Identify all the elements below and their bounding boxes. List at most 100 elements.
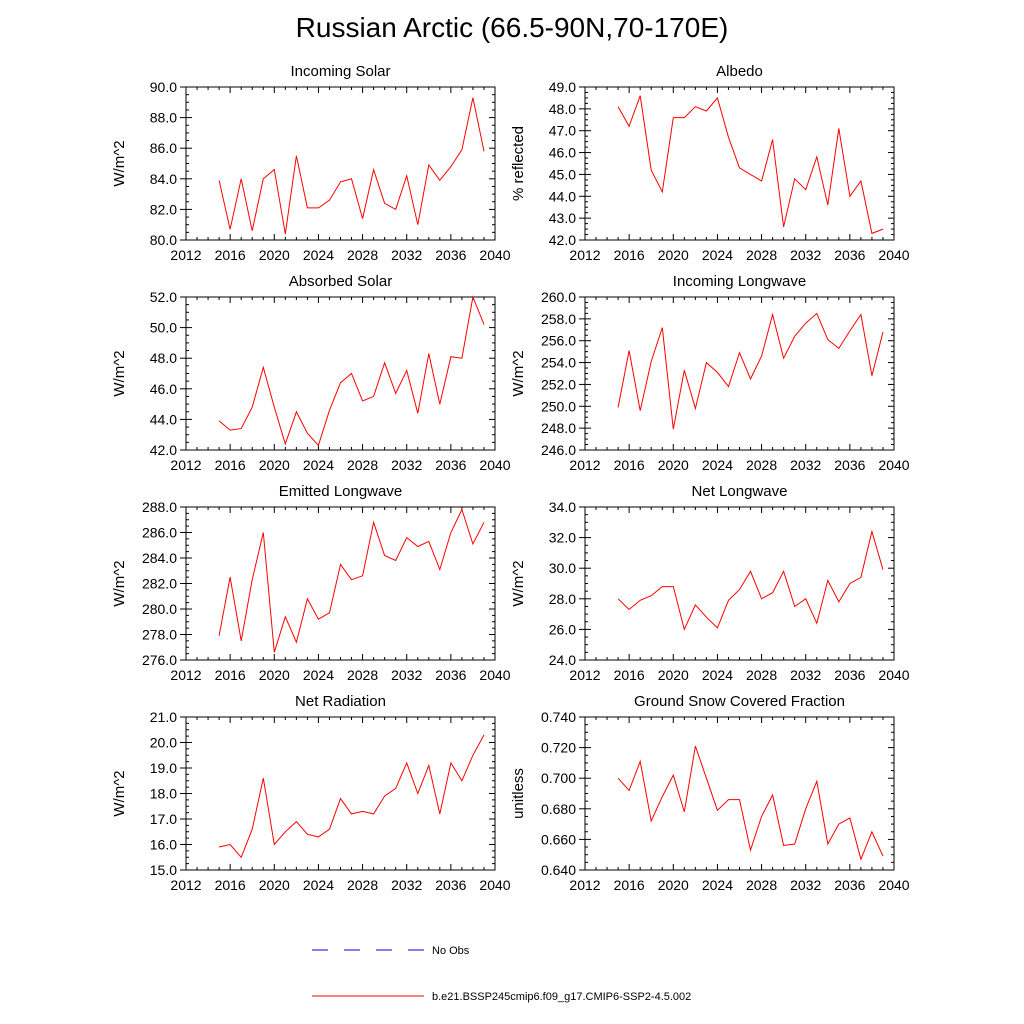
y-tick-label: 44.0 (150, 411, 177, 427)
x-tick-label: 2016 (614, 877, 645, 893)
y-tick-label: 48.0 (549, 101, 576, 117)
y-tick-label: 46.0 (150, 381, 177, 397)
y-tick-label: 47.0 (549, 123, 576, 139)
x-tick-label: 2020 (658, 877, 689, 893)
x-tick-label: 2012 (569, 247, 600, 263)
y-axis-label: W/m^2 (111, 560, 128, 606)
y-tick-label: 42.0 (549, 232, 576, 248)
y-tick-label: 32.0 (549, 530, 576, 546)
y-tick-label: 250.0 (541, 398, 576, 414)
y-tick-label: 49.0 (549, 79, 576, 95)
x-tick-label: 2040 (479, 877, 510, 893)
y-tick-label: 256.0 (541, 333, 576, 349)
panel-title: Ground Snow Covered Fraction (634, 693, 845, 710)
y-tick-label: 280.0 (142, 601, 177, 617)
y-tick-label: 15.0 (150, 862, 177, 878)
panel-6: 2012 2016 2020 2024 2028 2032 2036 2040 15.0 16.0… (111, 693, 511, 893)
y-tick-label: 254.0 (541, 355, 576, 371)
y-axis-label: W/m^2 (510, 350, 527, 396)
x-tick-label: 2040 (479, 247, 510, 263)
y-tick-label: 80.0 (150, 232, 177, 248)
series-line (218, 295, 485, 447)
y-tick-label: 45.0 (549, 166, 576, 182)
y-tick-label: 88.0 (150, 110, 177, 126)
y-tick-label: 288.0 (142, 499, 177, 515)
plot-frame (584, 296, 895, 451)
series-line (218, 97, 485, 234)
x-tick-label: 2024 (303, 457, 334, 473)
series-line (218, 508, 485, 653)
x-tick-label: 2028 (746, 457, 777, 473)
x-tick-label: 2020 (259, 667, 290, 683)
x-tick-label: 2028 (347, 247, 378, 263)
x-tick-label: 2040 (878, 457, 909, 473)
panel-title: Albedo (716, 63, 763, 80)
plot-frame (185, 296, 496, 451)
series-line (218, 734, 485, 859)
y-tick-label: 260.0 (541, 289, 576, 305)
y-axis-label: W/m^2 (111, 350, 128, 396)
x-tick-label: 2016 (614, 667, 645, 683)
y-tick-label: 24.0 (549, 652, 576, 668)
y-tick-label: 0.660 (541, 831, 576, 847)
y-tick-label: 252.0 (541, 376, 576, 392)
y-tick-label: 282.0 (142, 576, 177, 592)
panel-5: 2012 2016 2020 2024 2028 2032 2036 2040 24.0 26.0… (510, 483, 910, 683)
x-tick-label: 2040 (479, 457, 510, 473)
x-tick-label: 2040 (878, 667, 909, 683)
x-tick-label: 2032 (391, 877, 422, 893)
x-tick-label: 2028 (347, 877, 378, 893)
x-tick-label: 2020 (259, 247, 290, 263)
y-axis-label: unitless (510, 768, 527, 819)
y-tick-label: 42.0 (150, 442, 177, 458)
x-tick-label: 2032 (790, 877, 821, 893)
y-tick-label: 50.0 (150, 320, 177, 336)
panel-7: 2012 2016 2020 2024 2028 2032 2036 2040 0.640 0.6… (510, 693, 910, 893)
x-tick-label: 2012 (569, 457, 600, 473)
x-tick-label: 2012 (170, 247, 201, 263)
y-tick-label: 86.0 (150, 140, 177, 156)
series-line (617, 745, 884, 861)
x-tick-label: 2028 (347, 457, 378, 473)
panel-title: Incoming Solar (290, 63, 390, 80)
x-tick-label: 2028 (347, 667, 378, 683)
y-tick-label: 52.0 (150, 289, 177, 305)
y-tick-label: 30.0 (549, 560, 576, 576)
panel-2: 2012 2016 2020 2024 2028 2032 2036 2040 42.0 44.0… (111, 273, 511, 473)
x-tick-label: 2032 (790, 667, 821, 683)
y-axis-label: W/m^2 (111, 140, 128, 186)
y-tick-label: 278.0 (142, 627, 177, 643)
y-tick-label: 82.0 (150, 201, 177, 217)
x-tick-label: 2032 (391, 457, 422, 473)
y-tick-label: 276.0 (142, 652, 177, 668)
x-tick-label: 2016 (215, 457, 246, 473)
x-tick-label: 2036 (435, 457, 466, 473)
plot-frame (584, 716, 895, 871)
x-tick-label: 2020 (259, 457, 290, 473)
x-tick-label: 2036 (834, 667, 865, 683)
y-tick-label: 0.680 (541, 801, 576, 817)
x-tick-label: 2012 (569, 877, 600, 893)
y-tick-label: 17.0 (150, 811, 177, 827)
x-tick-label: 2036 (435, 667, 466, 683)
x-tick-label: 2012 (569, 667, 600, 683)
y-tick-label: 0.700 (541, 770, 576, 786)
y-axis-label: W/m^2 (510, 560, 527, 606)
x-tick-label: 2032 (391, 667, 422, 683)
panel-4: 2012 2016 2020 2024 2028 2032 2036 2040 276.0 278… (111, 483, 511, 683)
series-line (617, 529, 884, 631)
y-tick-label: 246.0 (541, 442, 576, 458)
x-tick-label: 2024 (303, 247, 334, 263)
legend-obs-label: No Obs (432, 945, 470, 957)
y-tick-label: 28.0 (549, 591, 576, 607)
x-tick-label: 2024 (303, 877, 334, 893)
x-tick-label: 2036 (435, 247, 466, 263)
y-tick-label: 84.0 (150, 171, 177, 187)
x-tick-label: 2012 (170, 667, 201, 683)
y-tick-label: 44.0 (549, 188, 576, 204)
panel-title: Net Radiation (295, 693, 386, 710)
panel-title: Absorbed Solar (289, 273, 392, 290)
x-tick-label: 2032 (790, 457, 821, 473)
y-tick-label: 18.0 (150, 786, 177, 802)
y-tick-label: 90.0 (150, 79, 177, 95)
